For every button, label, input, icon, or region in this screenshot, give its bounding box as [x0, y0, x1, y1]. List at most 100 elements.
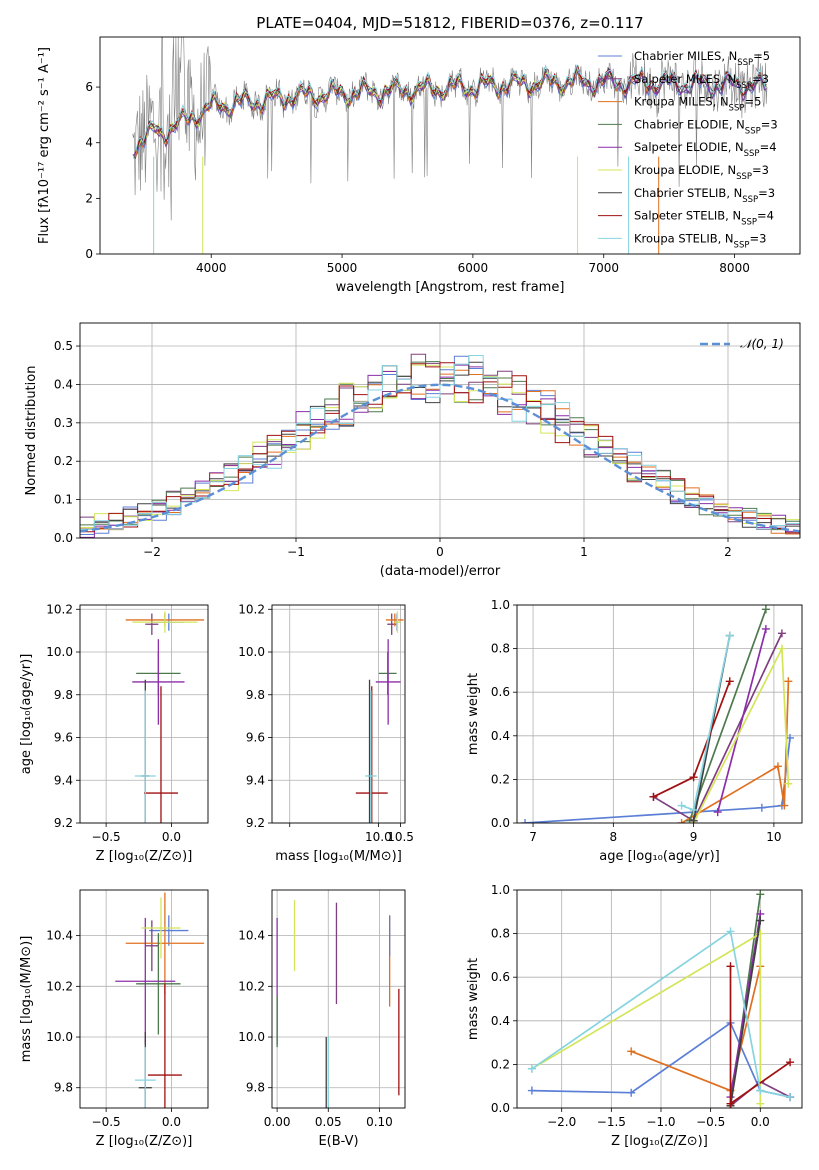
x-axis-label: E(B-V): [318, 1134, 358, 1149]
legend-nssp-sub: SSP: [734, 240, 750, 250]
legend-nssp-sub: SSP: [744, 149, 760, 159]
legend-entry: Chabrier ELODIE, NSSP=3: [634, 117, 778, 136]
legend-series-name: Chabrier MILES, N: [634, 49, 737, 63]
x-tick-label: −1.0: [646, 1115, 675, 1129]
y-tick-label: 9.2: [54, 816, 73, 830]
ebv-mass-data: [276, 900, 400, 1108]
data-point-marker: [627, 1047, 636, 1056]
series-line-salpeter-elodie: [729, 913, 762, 1098]
legend-series-name: Chabrier STELIB, N: [634, 186, 742, 200]
axes-frame: [99, 36, 801, 255]
x-axis-label: (data-model)/error: [380, 564, 501, 579]
legend-entry: Chabrier STELIB, NSSP=3: [634, 186, 775, 205]
x-axis-label: Z [log₁₀(Z/Z⊙)]: [96, 849, 193, 864]
y-tick-label: 0.4: [491, 729, 510, 743]
age-massweight-data: [521, 605, 794, 823]
z-age-panel: −0.5 0.0 9.2 9.4 9.6 9.8 10.0 10.2 Z [log₁₀(Z/Z⊙…: [19, 602, 209, 864]
x-tick-label: −0.5: [92, 1115, 121, 1129]
y-axis-label: Flux [fλ10⁻¹⁷ erg cm⁻² s⁻¹ A⁻¹]: [37, 47, 52, 244]
legend-nssp-sub: SSP: [741, 218, 757, 228]
legend-series-name: Salpeter MILES, N: [634, 72, 736, 86]
legend-entry: Salpeter ELODIE, NSSP=4: [634, 140, 777, 159]
z-massweight-data: [527, 890, 795, 1108]
y-tick-label: 0.2: [54, 454, 73, 468]
y-tick-label: 10.4: [46, 929, 73, 943]
y-tick-label: 0.2: [491, 1057, 510, 1071]
y-tick-label: 10.4: [238, 929, 265, 943]
y-tick-label: 0.0: [54, 531, 73, 545]
data-point-marker: [777, 629, 786, 638]
legend-entry: Salpeter STELIB, NSSP=4: [634, 209, 774, 228]
y-tick-label: 10.2: [46, 602, 73, 616]
data-point-marker: [725, 677, 734, 686]
legend-series-name: Salpeter STELIB, N: [634, 209, 741, 223]
y-tick-label: 9.8: [54, 688, 73, 702]
x-tick-label: 10.0: [365, 830, 392, 844]
y-tick-label: 9.8: [246, 1081, 265, 1095]
residuals-data: [80, 353, 800, 538]
y-axis-label: mass [log₁₀(M/M⊙)]: [19, 936, 34, 1063]
y-tick-label: 6: [85, 80, 93, 94]
data-point-marker: [725, 631, 734, 640]
x-tick-label: 0.00: [264, 1115, 291, 1129]
axes-frame: [516, 604, 803, 824]
x-tick-label: 0.0: [162, 830, 181, 844]
y-tick-label: 9.8: [54, 1081, 73, 1095]
data-point-marker: [689, 805, 698, 814]
y-tick-label: 0.5: [54, 339, 73, 353]
x-tick-label: −0.5: [696, 1115, 725, 1129]
series-line-salpeter-miles: [653, 632, 783, 823]
legend-nssp-sub: SSP: [729, 104, 745, 114]
legend-entry: Kroupa MILES, NSSP=5: [634, 95, 761, 114]
y-tick-label: 10.2: [238, 602, 265, 616]
y-tick-label: 0.4: [491, 1014, 510, 1028]
y-tick-label: 9.8: [246, 688, 265, 702]
x-tick-label: −1: [287, 545, 305, 559]
data-point-marker: [757, 803, 766, 812]
observed-spectrum-line: [132, 37, 768, 221]
series-line-chabrier-elodie: [688, 609, 767, 822]
y-tick-label: 0.0: [491, 1101, 510, 1115]
data-point-marker: [527, 1086, 536, 1095]
spectrum-data: [132, 37, 768, 254]
data-point-marker: [677, 819, 686, 823]
y-tick-label: 10.0: [238, 1030, 265, 1044]
y-tick-label: 10.2: [46, 979, 73, 993]
y-tick-label: 10.2: [238, 979, 265, 993]
series-line-chabrier-miles: [524, 737, 791, 823]
x-tick-label: −2: [143, 545, 161, 559]
z-age-data: [125, 611, 205, 823]
data-point-marker: [780, 801, 789, 810]
legend-nssp-value: =3: [761, 117, 778, 131]
y-axis-label: mass weight: [466, 673, 481, 755]
x-tick-label: 8: [610, 830, 618, 844]
spectrum-panel: PLATE=0404, MJD=51812, FIBERID=0376, z=0…: [37, 14, 801, 295]
x-tick-label: −0.5: [92, 830, 121, 844]
y-tick-label: 0.2: [491, 772, 510, 786]
legend-nssp-value: =3: [749, 231, 766, 245]
series-line-kroupa-stelib: [681, 635, 731, 812]
ebv-mass-panel: 0.00 0.05 0.10 9.8 10.0 10.2 10.4 E(B-V): [238, 889, 406, 1149]
data-point-marker: [726, 1099, 735, 1108]
y-tick-label: 9.4: [54, 773, 73, 787]
data-point-marker: [527, 1064, 536, 1073]
age-massweight-panel: 7 8 9 10 0.0 0.2 0.4 0.6 0.8 1.0 age [log₁₀(age/yr…: [466, 598, 803, 864]
data-point-marker: [689, 773, 698, 782]
axes-frame: [79, 889, 209, 1109]
y-tick-label: 0.1: [54, 493, 73, 507]
axes-frame: [79, 604, 209, 824]
data-point-marker: [689, 816, 698, 823]
y-tick-label: 0.6: [491, 970, 510, 984]
y-axis-label: mass weight: [466, 958, 481, 1040]
data-point-marker: [677, 801, 686, 810]
y-axis-label: Normed distribution: [24, 366, 39, 496]
x-tick-label: 2: [724, 545, 732, 559]
y-tick-label: 9.6: [246, 731, 265, 745]
x-tick-label: 0.0: [751, 1115, 770, 1129]
model-line-kroupa-miles: [133, 68, 662, 158]
data-point-marker: [726, 962, 735, 971]
legend-nssp-value: =4: [760, 140, 777, 154]
x-axis-label: Z [log₁₀(Z/Z⊙)]: [96, 1134, 193, 1149]
residuals-panel: −2 −1 0 1 2 0.0 0.1 0.2 0.3 0.4 0.5 (data-model)/er…: [24, 322, 801, 579]
